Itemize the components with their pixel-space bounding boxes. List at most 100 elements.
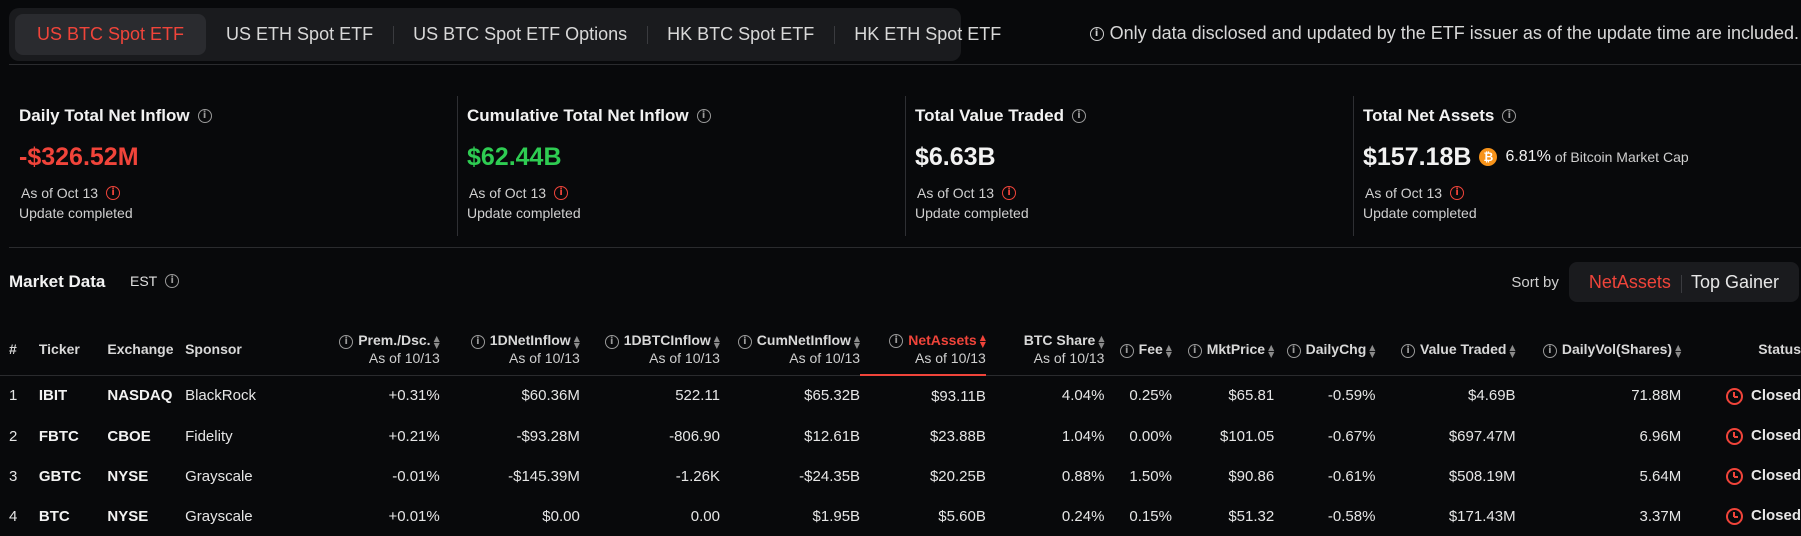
info-icon: i xyxy=(1089,26,1104,41)
market-cap-label: of Bitcoin Market Cap xyxy=(1554,149,1689,165)
net-inflow-cell: $60.36M xyxy=(521,387,580,405)
info-icon[interactable]: i xyxy=(165,274,180,288)
col-daily-vol[interactable]: i DailyVol(Shares) ▲ ▼ xyxy=(1516,324,1682,375)
info-icon[interactable]: i xyxy=(889,334,904,349)
info-icon[interactable]: i xyxy=(1450,186,1465,200)
info-icon[interactable]: i xyxy=(604,334,619,349)
value-traded-cell: $697.47M xyxy=(1448,427,1516,445)
info-icon[interactable]: i xyxy=(1542,343,1557,358)
row-index: 4 xyxy=(9,507,18,525)
net-inflow-cell: $0.00 xyxy=(542,507,580,525)
table-row[interactable]: 2 FBTC CBOE Fidelity +0.21% -$93.28M -806.90 $1… xyxy=(0,416,1801,456)
sort-icon[interactable]: ▲ ▼ xyxy=(853,333,861,350)
sort-icon[interactable]: ▲ ▼ xyxy=(1098,333,1105,350)
info-icon[interactable]: i xyxy=(1401,343,1416,358)
col-exchange: Exchange xyxy=(107,341,174,358)
notice-text: Only data disclosed and updated by the E… xyxy=(1109,23,1799,43)
info-icon[interactable]: i xyxy=(1187,343,1202,358)
info-icon[interactable]: i xyxy=(554,186,569,200)
bitcoin-icon: ₿ xyxy=(1479,148,1498,166)
sort-by-label: Sort by xyxy=(1511,273,1559,291)
info-icon[interactable]: i xyxy=(1002,186,1017,200)
prem-dsc-cell: -0.01% xyxy=(392,467,440,485)
info-icon[interactable]: i xyxy=(339,334,354,349)
row-index: 1 xyxy=(9,387,18,405)
info-icon[interactable]: i xyxy=(696,109,711,123)
tab-us-btc-spot-etf[interactable]: US BTC Spot ETF xyxy=(15,14,207,55)
table-row[interactable]: 4 BTC NYSE Grayscale +0.01% $0.00 0.00 $1.95B $5… xyxy=(0,496,1801,536)
sort-top-gainer-button[interactable]: Top Gainer xyxy=(1680,272,1789,293)
col-value-traded[interactable]: i Value Traded ▲ ▼ xyxy=(1375,324,1516,375)
col-btc-share[interactable]: BTC Share ▲ ▼ As of 10/13 xyxy=(1023,332,1105,367)
fee-cell: 0.15% xyxy=(1129,507,1172,525)
status-cell: Closed xyxy=(1681,375,1801,416)
sort-icon[interactable]: ▲ ▼ xyxy=(1268,342,1275,359)
btc-inflow-cell: -806.90 xyxy=(669,427,720,445)
sponsor-cell: Fidelity xyxy=(185,427,233,445)
market-data-title: Market Data xyxy=(9,272,106,291)
daily-vol-cell: 5.64M xyxy=(1639,467,1682,485)
col-daily-chg[interactable]: i DailyChg ▲ ▼ xyxy=(1274,324,1375,375)
row-index: 2 xyxy=(9,427,18,445)
col-mkt-price[interactable]: i MktPrice ▲ ▼ xyxy=(1172,324,1274,375)
sort-icon[interactable]: ▲ ▼ xyxy=(1165,342,1172,359)
sort-options: NetAssets Top Gainer xyxy=(1568,262,1799,302)
as-of-date: As of Oct 13 xyxy=(469,185,547,201)
info-icon[interactable]: i xyxy=(1071,109,1086,123)
table-header-row: # Ticker Exchange Sponsor i Prem./Dsc. ▲ ▼ A… xyxy=(0,324,1801,376)
sort-icon[interactable]: ▲ ▼ xyxy=(979,333,986,350)
table-row[interactable]: 3 GBTC NYSE Grayscale -0.01% -$145.39M -1.26K -… xyxy=(0,456,1801,496)
col-net-assets[interactable]: i NetAssets ▲ ▼ As of 10/13 xyxy=(860,324,986,376)
cum-net-inflow-cell: $65.32B xyxy=(804,387,861,405)
ticker-cell: BTC xyxy=(38,507,70,525)
info-icon[interactable]: i xyxy=(197,109,212,123)
prem-dsc-cell: +0.01% xyxy=(388,507,440,525)
tab-us-eth-spot-etf[interactable]: US ETH Spot ETF xyxy=(226,24,374,44)
col-cum-net-inflow[interactable]: i CumNetInflow ▲ ▼ As of 10/13 xyxy=(720,324,860,375)
card-value-row: $157.18B ₿ 6.81% of Bitcoin Market Cap xyxy=(1363,142,1801,172)
info-icon[interactable]: i xyxy=(1119,343,1134,358)
sort-icon[interactable]: ▲ ▼ xyxy=(1509,342,1516,359)
card-title: Total Value Traded xyxy=(915,106,1064,125)
sort-icon[interactable]: ▲ ▼ xyxy=(573,333,580,350)
as-of-date: As of Oct 13 xyxy=(21,185,99,201)
status-cell: Closed xyxy=(1681,416,1801,456)
sort-icon[interactable]: ▲ ▼ xyxy=(1675,342,1682,359)
prem-dsc-cell: +0.21% xyxy=(388,427,440,445)
market-cap-percent: 6.81% xyxy=(1505,148,1551,165)
tab-us-btc-spot-etf-options[interactable]: US BTC Spot ETF Options xyxy=(393,14,647,55)
daily-vol-cell: 6.96M xyxy=(1639,427,1682,445)
card-value: $6.63B xyxy=(915,142,996,171)
col-1d-btc-inflow[interactable]: i 1DBTCInflow ▲ ▼ As of 10/13 xyxy=(580,324,720,375)
net-inflow-cell: -$145.39M xyxy=(508,467,580,485)
fee-cell: 0.00% xyxy=(1129,427,1172,445)
status-text: Closed xyxy=(1750,427,1801,445)
btc-share-cell: 0.88% xyxy=(1061,467,1105,485)
tab-hk-btc-spot-etf[interactable]: HK BTC Spot ETF xyxy=(647,14,834,55)
btc-share-cell: 1.04% xyxy=(1061,427,1105,445)
info-icon[interactable]: i xyxy=(737,334,752,349)
daily-chg-cell: -0.58% xyxy=(1327,507,1376,525)
sort-icon[interactable]: ▲ ▼ xyxy=(713,333,720,350)
sort-icon[interactable]: ▲ ▼ xyxy=(433,333,440,350)
table-row[interactable]: 1 IBIT NASDAQ BlackRock +0.31% $60.36M 522.11 $… xyxy=(0,375,1801,416)
sort-netassets-button[interactable]: NetAssets xyxy=(1588,271,1671,292)
update-status: Update completed xyxy=(19,205,133,221)
net-assets-cell: $23.88B xyxy=(929,427,986,445)
col-1d-net-inflow[interactable]: i 1DNetInflow ▲ ▼ As of 10/13 xyxy=(440,324,580,375)
sponsor-cell: BlackRock xyxy=(185,387,256,405)
disclosure-notice: i Only data disclosed and updated by the… xyxy=(1089,23,1799,44)
sponsor-cell: Grayscale xyxy=(185,507,253,525)
fee-cell: 1.50% xyxy=(1129,467,1172,485)
daily-chg-cell: -0.67% xyxy=(1327,427,1376,445)
cum-net-inflow-cell: $12.61B xyxy=(804,427,861,445)
info-icon[interactable]: i xyxy=(106,186,121,200)
info-icon[interactable]: i xyxy=(470,334,485,349)
info-icon[interactable]: i xyxy=(1286,343,1301,358)
col-fee[interactable]: i Fee ▲ ▼ xyxy=(1104,324,1172,375)
info-icon[interactable]: i xyxy=(1502,109,1517,123)
tab-hk-eth-spot-etf[interactable]: HK ETH Spot ETF xyxy=(834,14,1021,55)
timezone: EST xyxy=(130,273,158,289)
sort-icon[interactable]: ▲ ▼ xyxy=(1369,342,1376,359)
col-prem-dsc[interactable]: i Prem./Dsc. ▲ ▼ As of 10/13 xyxy=(323,324,440,375)
